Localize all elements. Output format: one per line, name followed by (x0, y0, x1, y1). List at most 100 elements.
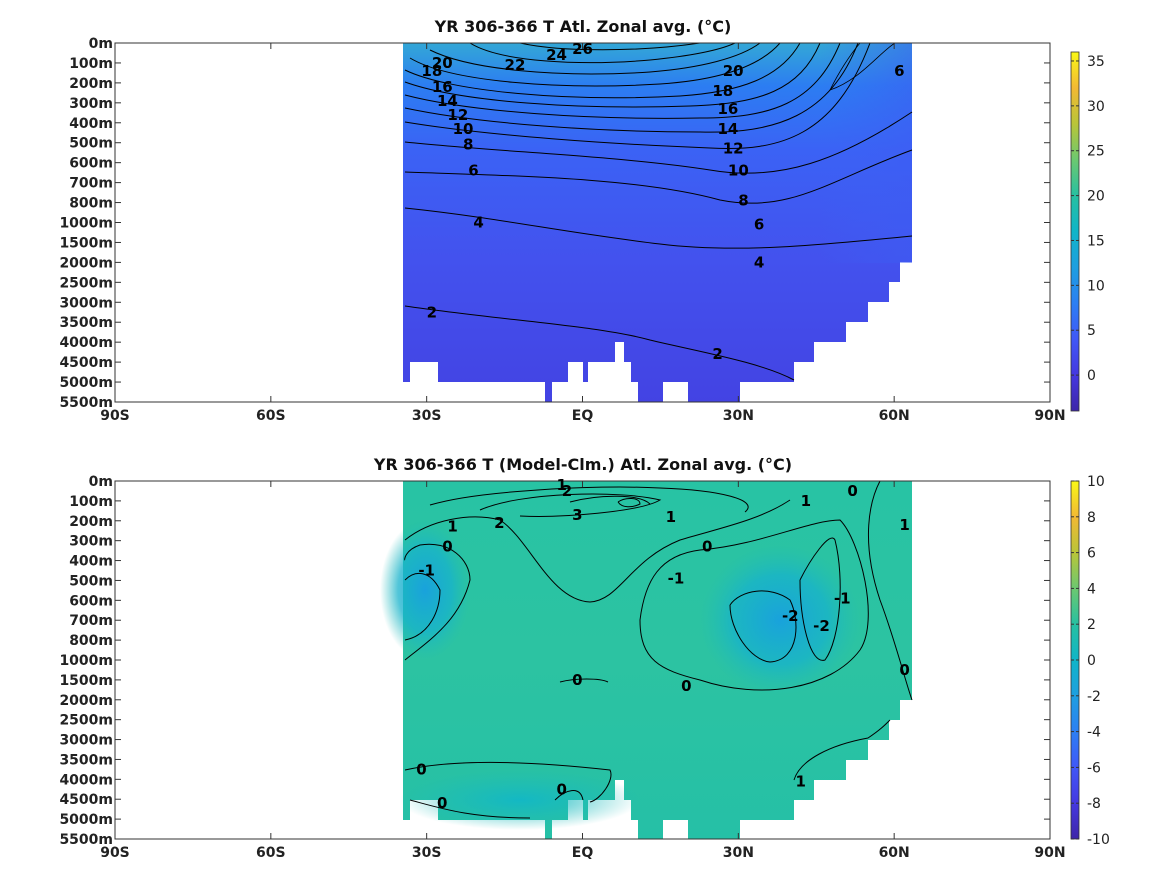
y-tick-label: 3000m (59, 295, 113, 311)
contour-label: 2 (494, 514, 504, 532)
y-tick-label: 1500m (59, 673, 113, 689)
contour-label: 1 (557, 476, 567, 494)
y-tick-label: 700m (69, 176, 113, 192)
contour-label: 20 (432, 54, 453, 72)
chart-title-top: YR 306-366 T Atl. Zonal avg. (°C) (434, 17, 732, 36)
x-tick-label: 30S (412, 845, 442, 861)
temperature-field (403, 43, 913, 402)
contour-label: 6 (468, 162, 478, 180)
contour-label: 0 (681, 677, 691, 695)
colorbar-tick-label: -10 (1087, 832, 1110, 848)
contour-label: 10 (728, 162, 749, 180)
y-tick-label: 400m (69, 116, 113, 132)
y-tick-label: 4500m (59, 792, 113, 808)
panel-anomaly: YR 306-366 T (Model-Clm.) Atl. Zonal avg… (59, 455, 1110, 861)
contour-label: 1 (666, 508, 676, 526)
x-tick-label: 60S (256, 408, 286, 424)
y-tick-label: 600m (69, 156, 113, 172)
contour-lines-bottom (404, 481, 913, 819)
contour-label: 0 (572, 671, 582, 689)
contour-label: 8 (463, 136, 473, 154)
y-tick-label: 1000m (59, 216, 113, 232)
x-tick-label: 90S (100, 408, 130, 424)
contour-label: 2 (712, 345, 722, 363)
contour-label: -1 (418, 562, 435, 580)
contour-label: 8 (738, 192, 748, 210)
x-tick-label: 90N (1034, 845, 1065, 861)
x-tick-label: 60S (256, 845, 286, 861)
contour-label: 0 (416, 760, 426, 778)
y-tick-label: 3500m (59, 315, 113, 331)
colorbar-tick-label: 35 (1087, 54, 1105, 70)
y-tick-label: 300m (69, 534, 113, 550)
colorbar-tick-label: -2 (1087, 689, 1101, 705)
contour-label: 20 (723, 62, 744, 80)
y-tick-label: 1000m (59, 653, 113, 669)
contour-label: 10 (453, 120, 474, 138)
y-tick-label: 600m (69, 593, 113, 609)
x-tick-label: 90S (100, 845, 130, 861)
x-tick-label: 30S (412, 408, 442, 424)
y-tick-label: 400m (69, 554, 113, 570)
colorbar-ticks-bottom: -10 -8 -6 -4 -2 0 2 4 6 8 10 (1071, 474, 1110, 848)
y-tick-label: 5000m (59, 812, 113, 828)
contour-label: 4 (473, 214, 483, 232)
contour-label: 16 (718, 100, 739, 118)
colorbar-tick-label: 2 (1087, 617, 1096, 633)
contour-label: -1 (668, 569, 685, 587)
x-tick-label: EQ (572, 408, 594, 424)
contour-label: 0 (437, 794, 447, 812)
colorbar-tick-label: 10 (1087, 474, 1105, 490)
contour-label: 0 (899, 661, 909, 679)
y-tick-label: 200m (69, 76, 113, 92)
y-tick-label: 100m (69, 56, 113, 72)
contour-label: 0 (442, 538, 452, 556)
contour-label: 2 (427, 303, 437, 321)
colorbar-tick-label: 20 (1087, 189, 1105, 205)
y-tick-label: 500m (69, 136, 113, 152)
y-axis-bottom: 0m 100m 200m 300m 400m 500m 600m 700m 800m 1000m 1… (59, 474, 1050, 848)
y-tick-label: 4500m (59, 355, 113, 371)
x-axis-top: 90S 60S 30S EQ 30N 60N 90N (100, 43, 1066, 424)
colorbar-top (1070, 51, 1080, 412)
y-tick-label: 100m (69, 494, 113, 510)
colorbar-tick-label: 6 (1087, 546, 1096, 562)
y-tick-label: 5500m (59, 832, 113, 848)
y-tick-label: 200m (69, 514, 113, 530)
contour-label: 14 (437, 92, 458, 110)
contour-label: 22 (505, 56, 526, 74)
y-tick-label: 800m (69, 196, 113, 212)
colorbar-tick-label: 30 (1087, 99, 1105, 115)
y-tick-label: 2500m (59, 275, 113, 291)
y-tick-label: 300m (69, 96, 113, 112)
contour-label: 24 (546, 46, 567, 64)
chart-title-bottom: YR 306-366 T (Model-Clm.) Atl. Zonal avg… (373, 455, 792, 474)
y-tick-label: 2000m (59, 693, 113, 709)
contour-label: 0 (847, 482, 857, 500)
contour-label: 14 (718, 120, 739, 138)
colorbar-tick-label: 10 (1087, 278, 1105, 294)
y-tick-label: 3000m (59, 733, 113, 749)
contour-lines-top (404, 43, 913, 381)
colorbar-tick-label: -4 (1087, 725, 1101, 741)
colorbar-tick-label: 0 (1087, 368, 1096, 384)
x-tick-label: 60N (879, 845, 910, 861)
contour-label: -2 (813, 617, 830, 635)
anomaly-field (380, 481, 913, 839)
contour-label: 16 (432, 78, 453, 96)
y-tick-label: 0m (89, 36, 113, 52)
colorbar-tick-label: 0 (1087, 653, 1096, 669)
contour-label: 18 (712, 82, 733, 100)
x-tick-label: 30N (723, 408, 754, 424)
x-tick-label: 30N (723, 845, 754, 861)
contour-label: 18 (421, 62, 442, 80)
y-tick-label: 4000m (59, 772, 113, 788)
contour-label: 0 (702, 538, 712, 556)
x-tick-label: 60N (879, 408, 910, 424)
contour-label: 1 (899, 516, 909, 534)
colorbar-tick-label: 4 (1087, 581, 1096, 597)
colorbar-tick-label: 5 (1087, 323, 1096, 339)
colorbar-tick-label: -6 (1087, 760, 1101, 776)
